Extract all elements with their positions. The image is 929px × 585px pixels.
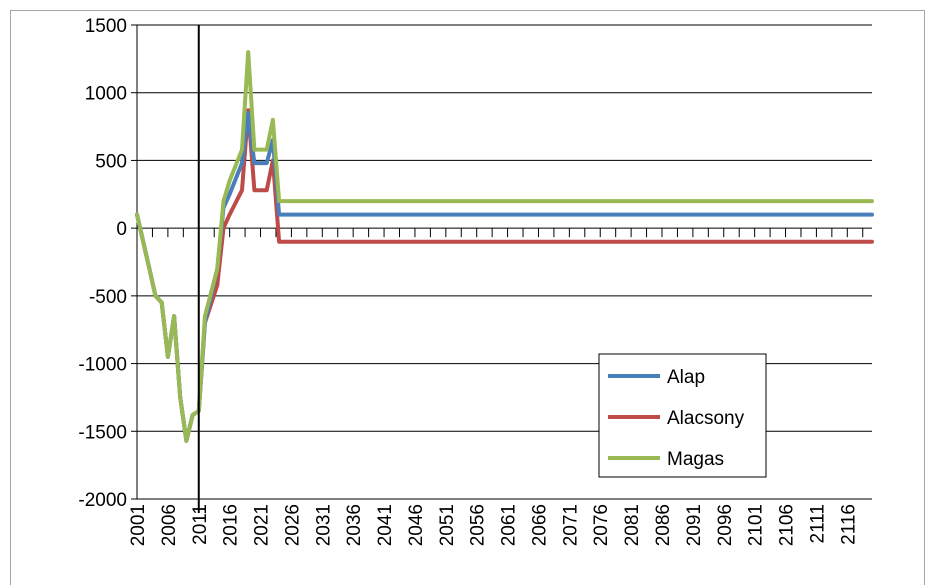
x-tick-label: 2011: [190, 504, 211, 545]
y-tick-label: 1500: [85, 16, 127, 37]
x-tick-label: 2031: [313, 504, 334, 546]
x-tick-label: 2086: [653, 504, 674, 546]
x-tick-label: 2026: [282, 504, 303, 546]
y-tick-labels: 1500 1000 500 0 -500 -1000 -1500 -2000: [78, 16, 127, 511]
y-tick-label: 0: [116, 219, 127, 240]
x-tick-label: 2111: [807, 504, 828, 543]
legend-label: Magas: [667, 449, 724, 470]
x-axis: [136, 227, 872, 238]
x-tick-label: 2046: [406, 504, 427, 546]
x-tick-label: 2061: [499, 504, 520, 546]
x-tick-label: 2041: [375, 504, 396, 546]
series-line-magas: [135, 50, 874, 443]
y-tick-label: -2000: [78, 490, 127, 511]
x-tick-label: 2091: [684, 504, 705, 546]
series-group: [135, 50, 874, 443]
x-tick-label: 2076: [591, 504, 612, 546]
x-tick-label: 2051: [437, 504, 458, 546]
x-tick-label: 2106: [777, 504, 798, 546]
x-tick-label: 2096: [715, 504, 736, 546]
x-tick-label: 2071: [560, 504, 581, 546]
x-tick-label: 2006: [159, 504, 180, 546]
x-tick-label: 2036: [344, 504, 365, 546]
y-tick-label: -1000: [78, 355, 127, 376]
legend-label: Alap: [667, 367, 705, 388]
x-tick-label: 2001: [128, 504, 149, 546]
legend: Alap Alacsony Magas: [598, 353, 767, 478]
x-tick-label: 2021: [252, 504, 273, 546]
x-tick-labels: 2001 2006 2011 2016 2021 2026 2031 2036 2041 2046…: [128, 504, 859, 546]
y-tick-label: -500: [89, 287, 127, 308]
y-tick-label: -1500: [78, 422, 127, 443]
chart-frame: [10, 10, 925, 585]
x-tick-label: 2066: [529, 504, 550, 546]
x-tick-label: 2056: [468, 504, 489, 546]
x-tick-label: 2101: [746, 504, 767, 546]
y-tick-label: 1000: [85, 84, 127, 105]
legend-label: Alacsony: [667, 408, 745, 429]
x-tick-label: 2081: [622, 504, 643, 546]
x-tick-label: 2116: [838, 504, 859, 545]
y-tick-label: 500: [95, 151, 127, 172]
x-tick-label: 2016: [221, 504, 242, 546]
